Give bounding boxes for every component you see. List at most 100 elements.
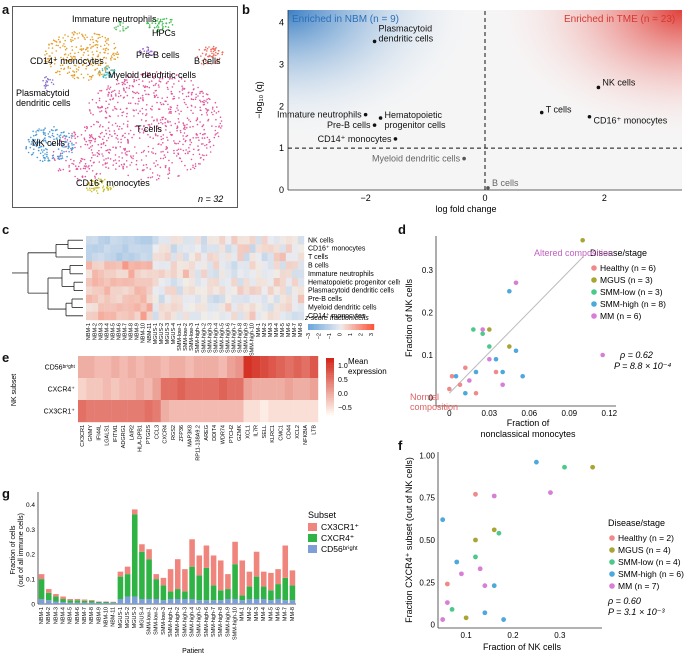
tsne-dot [93, 189, 95, 191]
tsne-dot [122, 123, 125, 125]
e-cell [210, 356, 219, 379]
tsne-dot [99, 124, 102, 126]
tsne-dot [46, 57, 49, 60]
tsne-dot [122, 111, 125, 113]
c-cell [249, 252, 256, 262]
d-point [507, 288, 512, 294]
tsne-dot [147, 145, 150, 148]
tsne-dot [95, 181, 97, 183]
tsne-dot [114, 159, 117, 161]
tsne-dot [153, 26, 156, 29]
e-legend-title2: expression [348, 367, 387, 376]
e-cell [102, 400, 112, 423]
b-point-label: Hematopoietic [385, 110, 443, 120]
tsne-dot [70, 147, 72, 150]
c-cell [104, 303, 111, 312]
tsne-dot [195, 137, 197, 139]
tsne-dot [117, 138, 119, 140]
tsne-dot [214, 60, 217, 63]
tsne-dot [155, 94, 158, 96]
tsne-dot [130, 161, 133, 164]
tsne-dot [71, 57, 73, 59]
tsne-dot [156, 125, 159, 127]
tsne-dot [159, 18, 162, 21]
tsne-dot [112, 164, 114, 166]
tsne-dot [176, 104, 179, 107]
c-cell [98, 286, 105, 295]
e-legend-tick: 1.0 [338, 363, 348, 370]
c-cell [164, 261, 171, 270]
tsne-dot [104, 163, 106, 165]
c-cell [297, 286, 305, 295]
tsne-dot [98, 149, 100, 152]
c-cell [231, 278, 238, 287]
tsne-dot [106, 187, 109, 190]
g-bar-segment [189, 566, 195, 600]
tsne-dot [167, 121, 169, 124]
tsne-dot [196, 117, 199, 119]
tsne-dot [67, 67, 69, 69]
c-cell [152, 278, 159, 287]
e-cell [144, 378, 153, 401]
label-hpcs: HPCs [152, 28, 176, 38]
c-colorbar-step [316, 324, 320, 330]
c-colorbar-step [349, 324, 353, 330]
g-x-label: NBM-3 [53, 607, 59, 624]
c-cell [267, 244, 274, 253]
e-cell [78, 356, 87, 379]
c-cell [249, 278, 256, 287]
tsne-frame [12, 6, 238, 208]
c-cell [92, 286, 99, 295]
tsne-dot [119, 146, 122, 148]
g-bar-segment [239, 595, 246, 601]
d-trend-line [448, 256, 584, 394]
c-cell [267, 261, 274, 270]
f-xtick: 0.3 [554, 631, 566, 640]
tsne-dot [97, 106, 100, 109]
tsne-dot [115, 137, 117, 139]
c-cell [110, 252, 117, 262]
tsne-dot [200, 156, 202, 159]
tsne-dot [210, 48, 212, 51]
c-cell [92, 244, 99, 253]
tsne-dot [108, 152, 111, 154]
c-cell [86, 261, 93, 270]
tsne-dot [201, 125, 204, 127]
tsne-dot [117, 53, 120, 55]
tsne-dot [74, 55, 76, 58]
c-cell [182, 244, 190, 253]
tsne-dot [116, 79, 119, 82]
tsne-dot [91, 183, 93, 185]
tsne-dot [104, 107, 107, 110]
tsne-dot [193, 148, 195, 151]
c-colorbar-step [343, 324, 346, 330]
g-bar-segment [189, 599, 195, 604]
c-cell [249, 294, 256, 304]
c-cell [122, 286, 129, 295]
g-x-labels: NBM-1 NBM-2 NBM-3 NBM-4 NBM-5 NBM-6 NBM-7 NBM-8… [39, 607, 296, 640]
tsne-dot [206, 93, 209, 96]
tsne-dot [44, 159, 46, 161]
tsne-dot [207, 118, 210, 121]
tsne-dot [99, 106, 102, 109]
c-colorbar-step [332, 324, 335, 330]
tsne-dot [56, 133, 59, 136]
tsne-dot [149, 136, 151, 138]
tsne-dot [44, 54, 46, 56]
c-cell [291, 236, 299, 245]
g-x-label: NBM-8 [89, 607, 95, 624]
c-col-label: SMM-high-8 [238, 323, 244, 353]
tsne-dot [164, 156, 167, 158]
tsne-dot [194, 98, 197, 100]
tsne-dot [163, 18, 166, 20]
c-cell [237, 236, 244, 245]
tsne-dot [78, 62, 80, 64]
b-ytick: 1 [279, 143, 284, 153]
c-cell [104, 286, 111, 295]
tsne-dot [118, 92, 120, 94]
tsne-dot [178, 80, 180, 82]
tsne-dot [161, 118, 164, 121]
tsne-dot [214, 134, 216, 136]
c-cell [116, 236, 123, 245]
e-cell [251, 356, 261, 379]
